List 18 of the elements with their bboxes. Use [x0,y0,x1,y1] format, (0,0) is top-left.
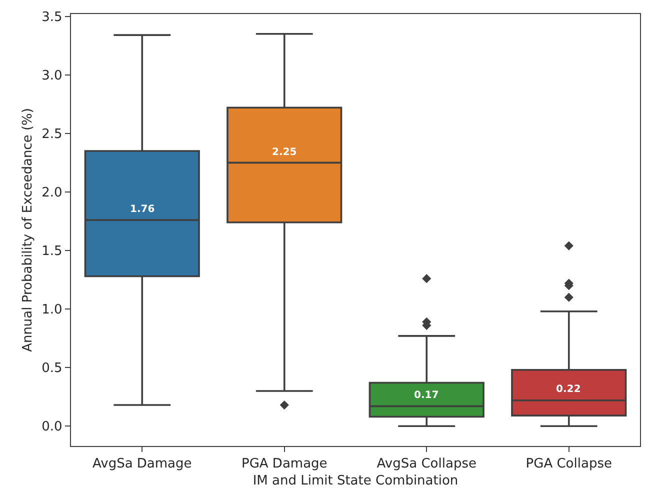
y-tick-label: 2.5 [42,126,62,142]
y-axis-title: Annual Probability of Exceedance (%) [20,108,36,352]
y-tick-label: 1.5 [42,244,62,260]
x-tick-label: PGA Damage [241,456,328,472]
text: 0.17 [414,390,439,401]
text: 0.22 [556,384,581,395]
y-tick-label: 3.0 [42,68,62,84]
y-tick-label: 0.0 [42,420,62,435]
text: 2.25 [272,147,297,158]
x-tick-label: AvgSa Collapse [376,456,476,472]
x-tick-label: AvgSa Damage [92,456,192,472]
y-tick-label: 1.0 [42,302,62,318]
x-axis-title: IM and Limit State Combination [252,473,458,488]
y-tick-label: 3.5 [42,10,62,25]
x-tick-label: PGA Collapse [526,456,612,472]
y-tick-label: 0.5 [42,361,62,376]
text: 1.76 [130,204,155,215]
y-tick-label: 2.0 [42,186,62,200]
